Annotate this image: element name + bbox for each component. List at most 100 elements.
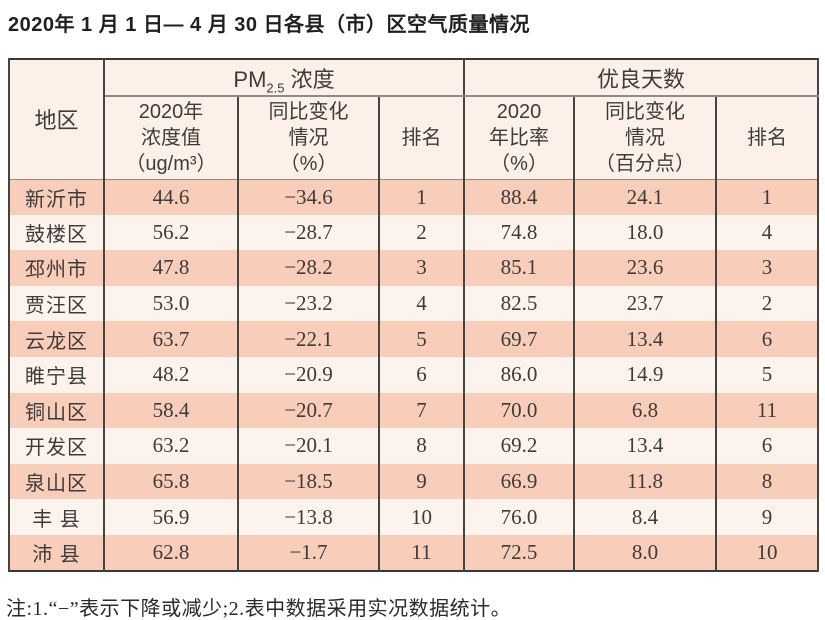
gd-rate-cell: 66.9 [463,463,576,500]
pm25-prefix: PM [233,66,267,92]
pm-change-cell: −34.6 [237,179,380,215]
pm-rank-cell: 3 [377,250,466,286]
table-row: 睢宁县 48.2 −20.9 6 86.0 14.9 5 [8,356,820,393]
gd-change-cell: 23.6 [573,250,718,286]
col-header-pm-change: 同比变化 情况 （%） [237,96,380,180]
col-header-gd-rank: 排名 [715,96,820,180]
col-header-pm-rank: 排名 [377,96,466,180]
pm25-subscript: 2.5 [266,79,285,95]
region-cell: 鼓楼区 [8,214,105,251]
gd-change-cell: 8.4 [573,499,718,535]
region-cell: 新沂市 [8,179,105,215]
footnote: 注:1.“−”表示下降或减少;2.表中数据采用实况数据统计。 [6,598,512,620]
gd-rank-cell: 1 [715,179,820,215]
pm-value-cell: 53.0 [103,285,239,322]
pm25-suffix: 浓度 [284,66,335,92]
pm-rank-cell: 1 [377,179,466,215]
table-row: 泉山区 65.8 −18.5 9 66.9 11.8 8 [8,463,820,500]
gd-change-cell: 18.0 [573,214,718,251]
pm-value-cell: 48.2 [103,356,239,393]
table-row: 邳州市 47.8 −28.2 3 85.1 23.6 3 [8,250,820,286]
gd-change-cell: 24.1 [573,179,718,215]
pm-change-cell: −20.1 [237,428,380,464]
table-header: 地区 PM2.5 浓度 优良天数 2020年 浓度值 （ug/m³） 同比变化 … [8,59,820,180]
col-header-region: 地区 [8,59,105,180]
gd-rate-cell: 86.0 [463,356,576,393]
gd-change-cell: 23.7 [573,285,718,322]
table-row: 新沂市 44.6 −34.6 1 88.4 24.1 1 [8,179,820,215]
table-row: 丰 县 56.9 −13.8 10 76.0 8.4 9 [8,499,820,535]
gd-rank-cell: 3 [715,250,820,286]
col-header-gd-change: 同比变化 情况 （百分点） [573,96,718,180]
table-row: 铜山区 58.4 −20.7 7 70.0 6.8 11 [8,392,820,429]
pm-change-cell: −20.7 [237,392,380,429]
table-row: 开发区 63.2 −20.1 8 69.2 13.4 6 [8,428,820,464]
gd-change-cell: 14.9 [573,356,718,393]
pm-value-cell: 58.4 [103,392,239,429]
pm-rank-cell: 2 [377,214,466,251]
group-header-row: 地区 PM2.5 浓度 优良天数 [8,59,820,180]
region-cell: 开发区 [8,428,105,464]
pm-rank-cell: 7 [377,392,466,429]
gd-rank-cell: 11 [715,392,820,429]
gd-change-cell: 6.8 [573,392,718,429]
table-row: 鼓楼区 56.2 −28.7 2 74.8 18.0 4 [8,214,820,251]
pm-value-cell: 44.6 [103,179,239,215]
region-cell: 铜山区 [8,392,105,429]
pm-rank-cell: 9 [377,463,466,500]
pm-value-cell: 56.2 [103,214,239,251]
pm-value-cell: 63.2 [103,428,239,464]
page-title: 2020年 1 月 1 日— 4 月 30 日各县（市）区空气质量情况 [8,14,531,36]
pm-rank-cell: 6 [377,356,466,393]
table-row: 云龙区 63.7 −22.1 5 69.7 13.4 6 [8,321,820,357]
pm-rank-cell: 5 [377,321,466,357]
pm-change-cell: −22.1 [237,321,380,357]
gd-rank-cell: 8 [715,463,820,500]
region-cell: 丰 县 [8,499,105,535]
pm-value-cell: 62.8 [103,534,239,571]
region-cell: 睢宁县 [8,356,105,393]
pm-rank-cell: 8 [377,428,466,464]
pm-change-cell: −13.8 [237,499,380,535]
gd-rank-cell: 5 [715,356,820,393]
gd-change-cell: 13.4 [573,428,718,464]
gd-rank-cell: 2 [715,285,820,322]
gd-rate-cell: 76.0 [463,499,576,535]
pm-change-cell: −28.2 [237,250,380,286]
gd-rate-cell: 82.5 [463,285,576,322]
pm-rank-cell: 10 [377,499,466,535]
pm-change-cell: −20.9 [237,356,380,393]
gd-change-cell: 11.8 [573,463,718,500]
gd-change-cell: 8.0 [573,534,718,571]
gd-rate-cell: 72.5 [463,534,576,571]
region-cell: 泉山区 [8,463,105,500]
col-group-good-days: 优良天数 [463,59,820,97]
gd-rank-cell: 6 [715,428,820,464]
pm-value-cell: 56.9 [103,499,239,535]
gd-rank-cell: 6 [715,321,820,357]
pm-value-cell: 65.8 [103,463,239,500]
col-group-pm25: PM2.5 浓度 [102,59,466,97]
region-cell: 贾汪区 [8,285,105,322]
gd-rate-cell: 70.0 [463,392,576,429]
pm-rank-cell: 4 [377,285,466,322]
gd-rate-cell: 74.8 [463,214,576,251]
region-cell: 邳州市 [8,250,105,286]
gd-rank-cell: 9 [715,499,820,535]
gd-rank-cell: 4 [715,214,820,251]
gd-rate-cell: 69.7 [463,321,576,357]
gd-rank-cell: 10 [715,534,820,571]
table-row: 贾汪区 53.0 −23.2 4 82.5 23.7 2 [8,285,820,322]
air-quality-table: 地区 PM2.5 浓度 优良天数 2020年 浓度值 （ug/m³） 同比变化 … [8,58,820,572]
pm-change-cell: −18.5 [237,463,380,500]
sub-header-row: 2020年 浓度值 （ug/m³） 同比变化 情况 （%） 排名 2020 年比… [9,96,820,180]
pm-value-cell: 47.8 [103,250,239,286]
table-body: 新沂市 44.6 −34.6 1 88.4 24.1 1 鼓楼区 56.2 −28.7 2 74.8 1… [8,179,820,571]
col-header-gd-rate: 2020 年比率 （%） [463,96,576,180]
pm-change-cell: −1.7 [237,534,380,571]
gd-rate-cell: 69.2 [463,428,576,464]
pm-change-cell: −23.2 [237,285,380,322]
gd-rate-cell: 88.4 [463,179,576,215]
col-header-pm-value: 2020年 浓度值 （ug/m³） [103,96,239,180]
